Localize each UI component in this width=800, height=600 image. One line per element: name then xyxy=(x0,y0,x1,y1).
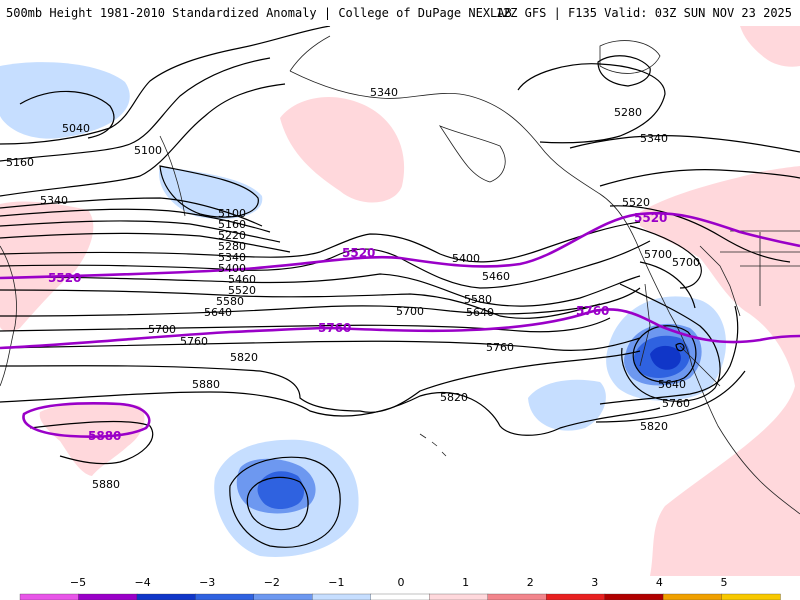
contour-label: 5100 xyxy=(218,207,246,220)
anomaly-colorbar: −5 −4 −3 −2 −1 0 1 2 3 4 5 xyxy=(19,576,781,600)
contour-label: 5640 xyxy=(658,378,686,391)
contour-label: 5340 xyxy=(370,86,398,99)
contour-label: 5460 xyxy=(228,273,256,286)
contour-label: 5520 xyxy=(622,196,650,209)
reference-contours xyxy=(0,211,800,439)
colorbar-tick-label: −5 xyxy=(70,576,86,589)
colorbar-tick-label: 2 xyxy=(527,576,534,589)
colorbar-tick-label: −3 xyxy=(199,576,215,589)
reference-contour-label: 5760 xyxy=(576,304,609,318)
contour-label: 5040 xyxy=(62,122,90,135)
reference-contour-label: 5880 xyxy=(88,429,121,443)
map-header: 500mb Height 1981-2010 Standardized Anom… xyxy=(0,0,800,26)
colorbar-segment xyxy=(19,593,80,600)
colorbar-segment xyxy=(662,593,723,600)
contour-label: 5760 xyxy=(662,397,690,410)
colorbar-segment xyxy=(370,593,430,600)
colorbar-segment xyxy=(429,593,489,600)
colorbar-tick-label: 5 xyxy=(721,576,728,589)
contour-label: 5700 xyxy=(672,256,700,269)
contour-label: 5220 xyxy=(218,229,246,242)
model-run-info: 12Z GFS | F135 Valid: 03Z SUN NOV 23 202… xyxy=(495,6,792,20)
contour-label: 5280 xyxy=(614,106,642,119)
colorbar-tick-label: −1 xyxy=(328,576,344,589)
contour-label: 5340 xyxy=(640,132,668,145)
contour-label: 5700 xyxy=(148,323,176,336)
contour-label: 5400 xyxy=(218,262,246,275)
colorbar-segment xyxy=(604,593,664,600)
contour-label: 5280 xyxy=(218,240,246,253)
contour-label: 5160 xyxy=(218,218,246,231)
colorbar-segment xyxy=(546,593,606,600)
colorbar-tick-label: 4 xyxy=(656,576,663,589)
colorbar-tick-label: −2 xyxy=(264,576,280,589)
colorbar-segment xyxy=(136,593,197,600)
contour-label: 5160 xyxy=(6,156,34,169)
contour-label: 5640 xyxy=(204,306,232,319)
colorbar-tick-label: −4 xyxy=(134,576,150,589)
contour-label: 5580 xyxy=(464,293,492,306)
contour-label: 5100 xyxy=(134,144,162,157)
contour-label: 5580 xyxy=(216,295,244,308)
colorbar-segments xyxy=(19,593,781,600)
reference-contour-label: 5520 xyxy=(48,271,81,285)
colorbar-segment xyxy=(721,593,781,600)
contour-label: 5400 xyxy=(452,252,480,265)
weather-map: 5040 5100 5160 5340 5100 5160 5220 5280 … xyxy=(0,26,800,576)
contour-label: 5880 xyxy=(92,478,120,491)
colorbar-segment xyxy=(312,593,372,600)
contour-label: 5820 xyxy=(230,351,258,364)
contour-label: 5760 xyxy=(486,341,514,354)
coastlines xyxy=(0,35,800,515)
contour-label: 5820 xyxy=(440,391,468,404)
contour-label: 5340 xyxy=(40,194,68,207)
contour-labels: 5040 5100 5160 5340 5100 5160 5220 5280 … xyxy=(6,86,700,491)
reference-contour-labels: 5520 5520 5760 5760 5880 xyxy=(48,246,609,443)
contour-label: 5340 xyxy=(218,251,246,264)
colorbar-tick-labels: −5 −4 −3 −2 −1 0 1 2 3 4 5 xyxy=(70,576,728,589)
reference-contour-label: 5520 xyxy=(634,211,667,225)
colorbar-segment xyxy=(487,593,547,600)
height-contours xyxy=(0,26,800,548)
reference-contour-label: 5520 xyxy=(342,246,375,260)
colorbar-tick-label: 0 xyxy=(398,576,405,589)
contour-label: 5880 xyxy=(192,378,220,391)
map-title: 500mb Height 1981-2010 Standardized Anom… xyxy=(6,6,512,20)
colorbar-tick-label: 3 xyxy=(591,576,598,589)
reference-contour-label: 5760 xyxy=(318,321,351,335)
contour-label: 5760 xyxy=(180,335,208,348)
contour-label: 5700 xyxy=(644,248,672,261)
contour-label: 5820 xyxy=(640,420,668,433)
colorbar-segment xyxy=(78,593,138,600)
colorbar-segment xyxy=(195,593,255,600)
contour-label: 5640 xyxy=(466,306,494,319)
colorbar-tick-label: 1 xyxy=(462,576,469,589)
contour-label: 5460 xyxy=(482,270,510,283)
colorbar-segment xyxy=(253,593,313,600)
contour-label: 5520 xyxy=(228,284,256,297)
contour-label: 5700 xyxy=(396,305,424,318)
